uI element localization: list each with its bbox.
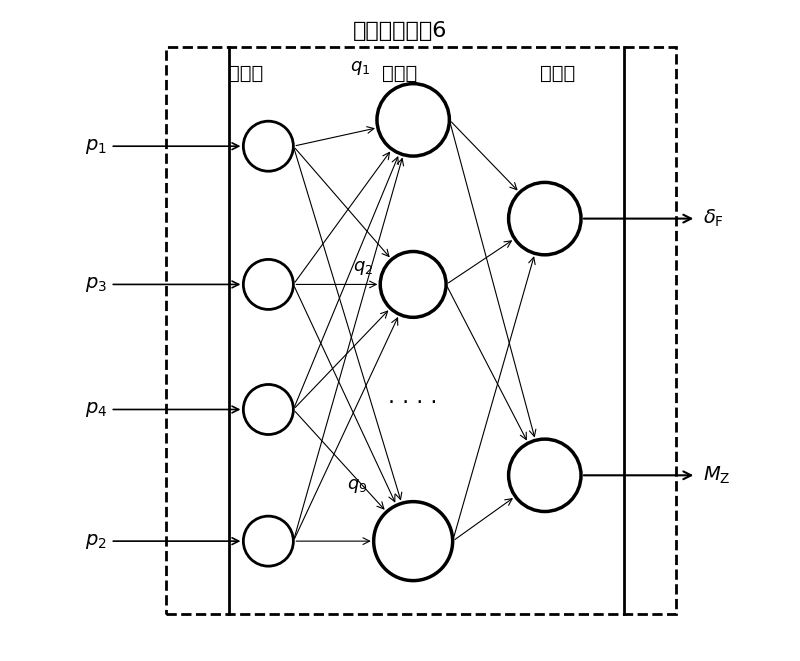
Circle shape — [243, 516, 294, 566]
Text: $p_{1}$: $p_{1}$ — [86, 137, 107, 156]
Circle shape — [509, 439, 581, 512]
Circle shape — [380, 252, 446, 317]
Text: $q_{2}$: $q_{2}$ — [354, 259, 374, 277]
Circle shape — [377, 84, 450, 156]
Circle shape — [243, 385, 294, 434]
Text: 隐含层: 隐含层 — [382, 64, 418, 83]
Text: · · · ·: · · · · — [389, 393, 438, 413]
Text: 输入层: 输入层 — [228, 64, 263, 83]
Text: $q_{9}$: $q_{9}$ — [346, 477, 367, 495]
Text: $\delta_{\rm F}$: $\delta_{\rm F}$ — [702, 208, 724, 229]
Text: $q_{1}$: $q_{1}$ — [350, 59, 370, 77]
Text: 输出层: 输出层 — [540, 64, 575, 83]
Text: $p_{3}$: $p_{3}$ — [85, 275, 107, 294]
Text: $M_{\rm Z}$: $M_{\rm Z}$ — [702, 465, 730, 486]
Text: $p_{4}$: $p_{4}$ — [85, 400, 107, 419]
Text: $p_{2}$: $p_{2}$ — [86, 531, 107, 551]
Text: 静态神经网络6: 静态神经网络6 — [353, 21, 447, 41]
Circle shape — [509, 182, 581, 254]
Circle shape — [243, 259, 294, 309]
Circle shape — [243, 121, 294, 171]
Circle shape — [374, 502, 453, 580]
